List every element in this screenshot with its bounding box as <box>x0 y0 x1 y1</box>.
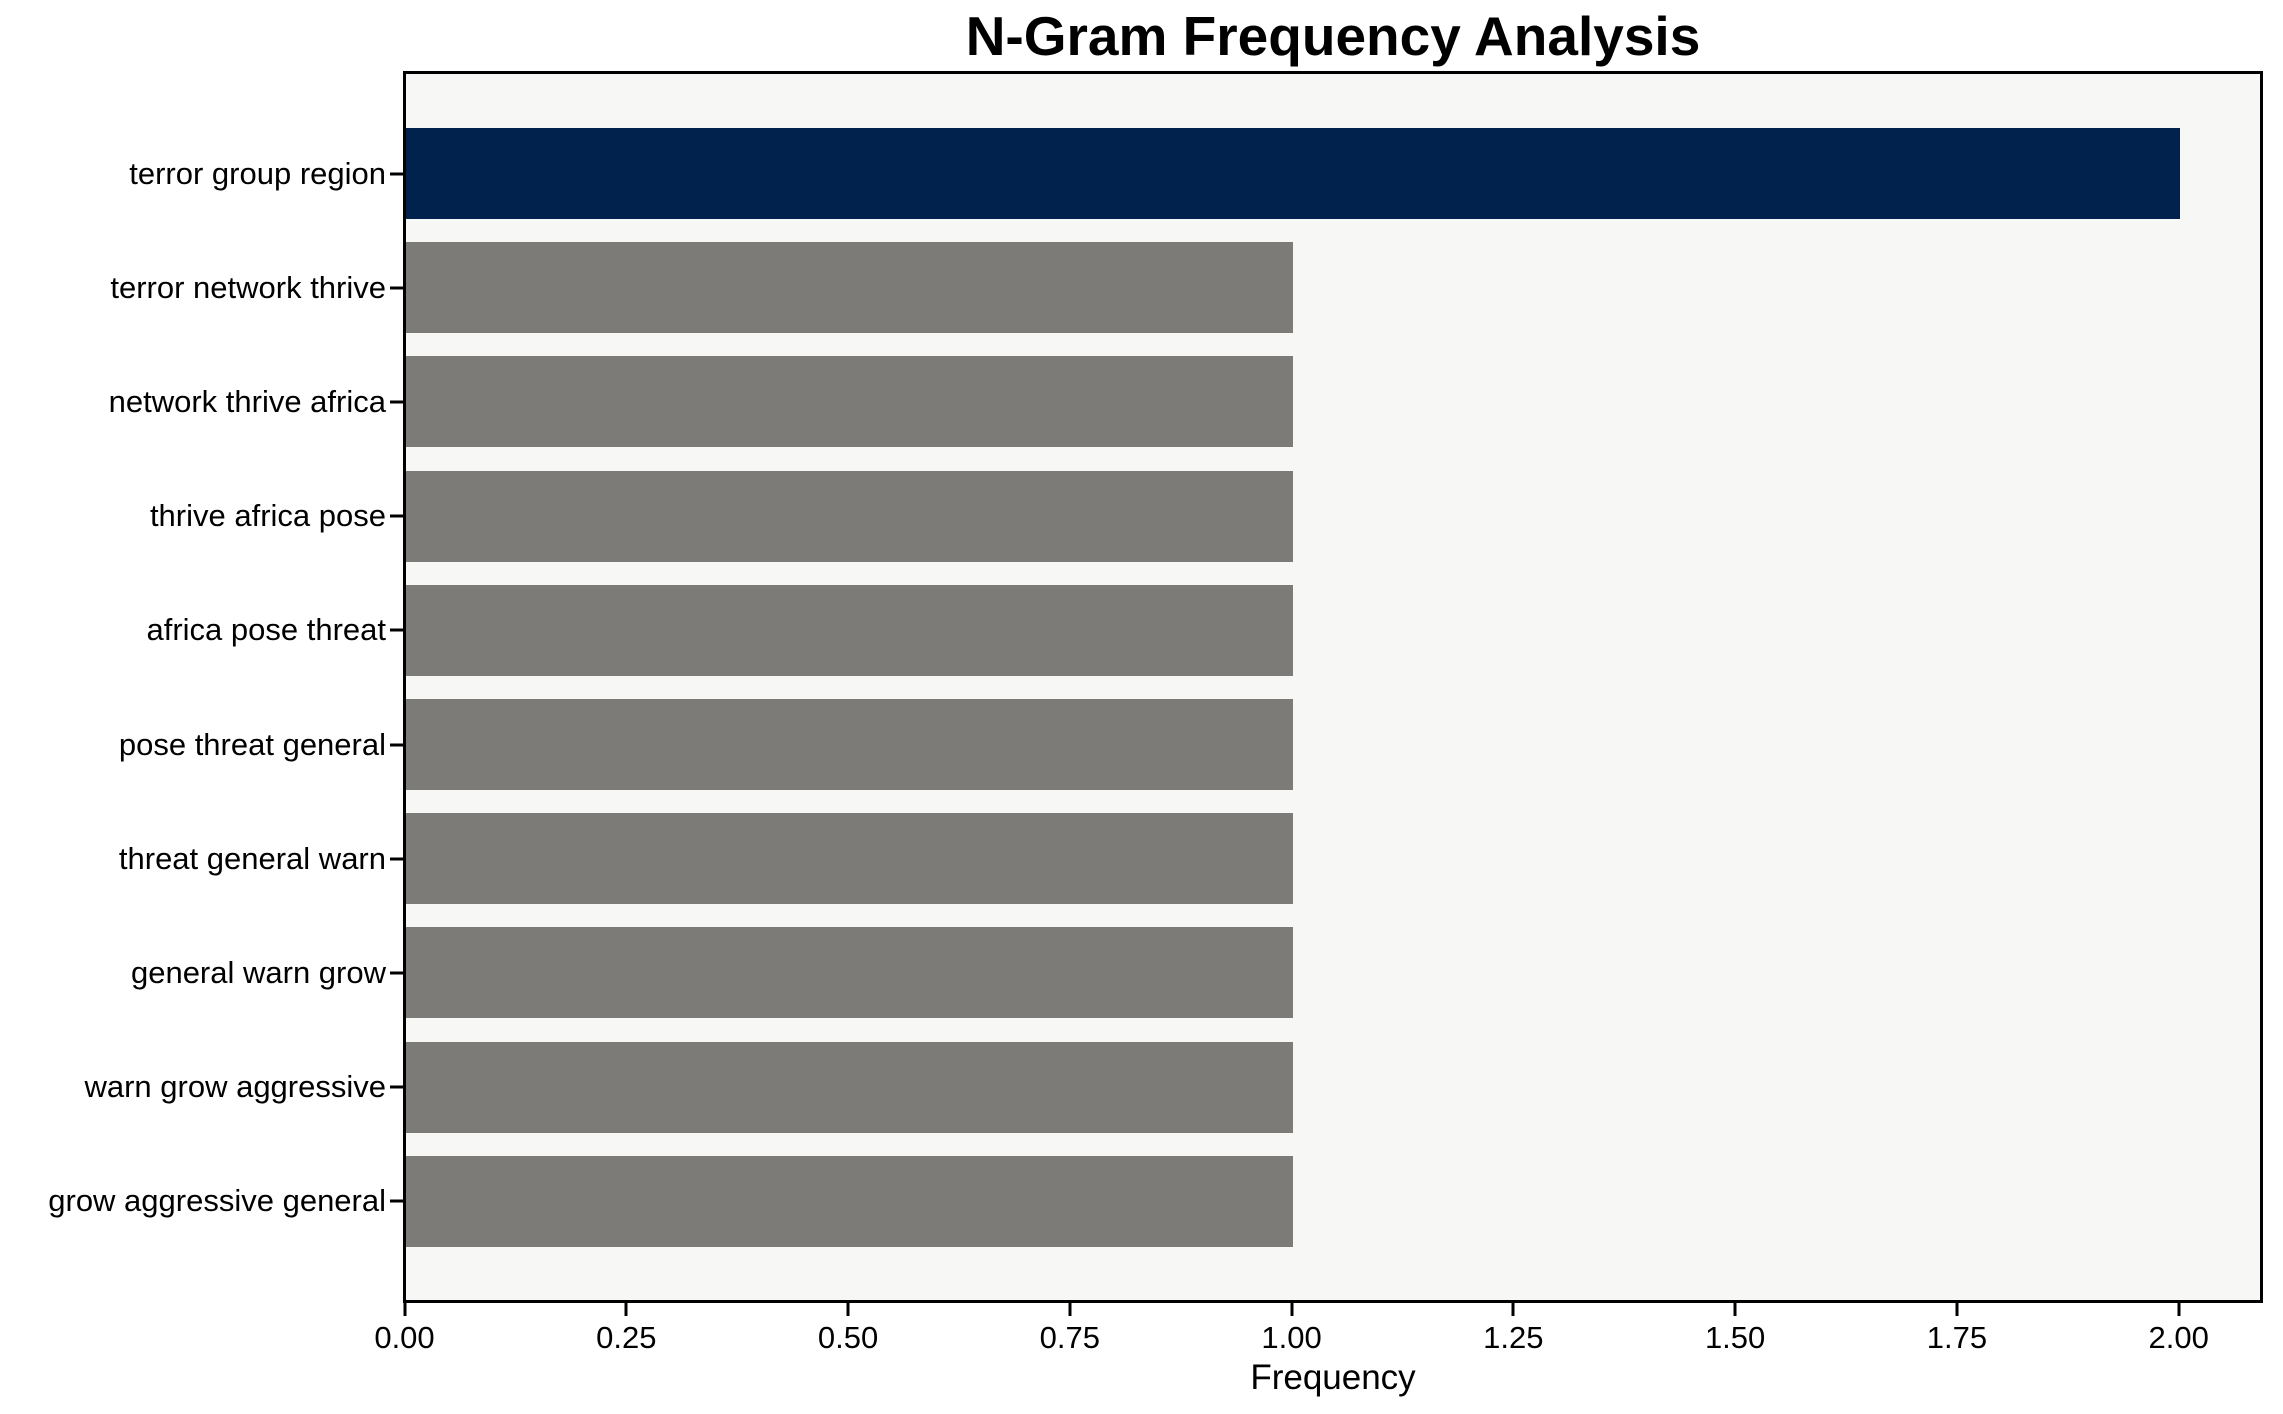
y-tick-label: threat general warn <box>118 840 386 876</box>
x-tick-label: 1.75 <box>1926 1320 1988 1355</box>
y-tick-mark <box>390 514 403 518</box>
y-tick-mark <box>390 628 403 632</box>
y-tick-mark <box>390 743 403 746</box>
x-tick-mark <box>1068 1303 1072 1316</box>
x-tick-mark <box>1733 1303 1737 1316</box>
chart-title: N-Gram Frequency Analysis <box>965 5 1701 67</box>
y-tick-label: network thrive africa <box>108 383 386 419</box>
x-tick-mark <box>1955 1303 1959 1316</box>
bar-general-warn-grow <box>406 927 1294 1019</box>
x-tick-label: 2.00 <box>2148 1320 2209 1355</box>
x-tick-mark <box>1511 1303 1515 1316</box>
bar-thrive-africa-pose <box>406 470 1294 562</box>
x-tick-mark <box>1290 1303 1294 1316</box>
bar-terror-group-region <box>406 128 2181 219</box>
y-tick-label: terror group region <box>129 155 386 191</box>
y-tick-label: africa pose threat <box>146 612 386 648</box>
x-tick-label: 1.00 <box>1261 1320 1322 1355</box>
y-tick-mark <box>390 286 403 290</box>
bar-threat-general-warn <box>406 813 1294 905</box>
y-tick-label: general warn grow <box>130 954 386 990</box>
bar-grow-aggressive-general <box>406 1155 1294 1247</box>
x-tick-mark <box>2177 1303 2181 1316</box>
y-tick-label: thrive africa pose <box>149 498 386 534</box>
y-tick-mark <box>390 857 403 861</box>
x-axis-label: Frequency <box>1250 1358 1416 1397</box>
x-tick-label: 0.25 <box>596 1320 657 1355</box>
x-tick-label: 1.25 <box>1483 1320 1544 1355</box>
y-tick-mark <box>390 971 403 975</box>
y-tick-label: grow aggressive general <box>48 1183 386 1219</box>
y-tick-mark <box>390 400 403 404</box>
y-tick-mark <box>390 1199 403 1203</box>
bar-pose-threat-general <box>406 699 1294 790</box>
bar-warn-grow-aggressive <box>406 1041 1294 1133</box>
x-tick-label: 1.50 <box>1704 1320 1766 1355</box>
y-tick-mark <box>390 172 403 175</box>
plot-area <box>403 71 2263 1303</box>
x-tick-label: 0.00 <box>374 1320 435 1355</box>
y-tick-label: pose threat general <box>118 726 386 762</box>
x-tick-mark <box>846 1303 850 1316</box>
y-tick-label: terror network thrive <box>110 269 386 305</box>
y-tick-mark <box>390 1085 403 1089</box>
x-tick-mark <box>624 1303 628 1316</box>
x-tick-label: 0.75 <box>1039 1320 1100 1355</box>
bar-africa-pose-threat <box>406 584 1294 676</box>
bar-terror-network-thrive <box>406 242 1294 334</box>
y-tick-label: warn grow aggressive <box>84 1069 386 1105</box>
x-tick-mark <box>403 1303 406 1316</box>
bar-network-thrive-africa <box>406 356 1294 448</box>
x-tick-label: 0.50 <box>817 1320 879 1355</box>
